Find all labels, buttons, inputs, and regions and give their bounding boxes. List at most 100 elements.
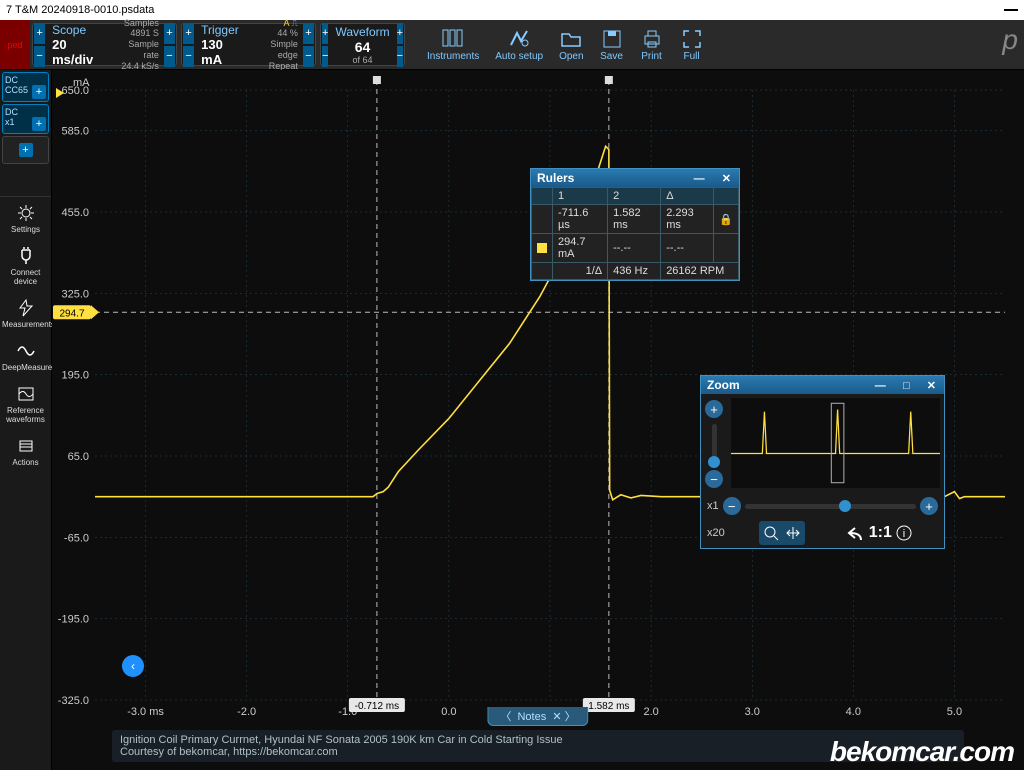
ruler-rpm: 26162 RPM bbox=[661, 263, 739, 280]
stopped-indicator[interactable]: ped bbox=[0, 20, 30, 69]
wf-up2[interactable]: + bbox=[397, 23, 403, 44]
svg-text:3.0: 3.0 bbox=[745, 706, 760, 718]
zoom-y-plus[interactable]: + bbox=[705, 400, 723, 418]
svg-text:2.0: 2.0 bbox=[643, 706, 658, 718]
svg-text:294.7: 294.7 bbox=[59, 308, 84, 319]
scope-up[interactable]: + bbox=[34, 23, 45, 44]
auto-setup-icon bbox=[507, 27, 531, 49]
svg-text:65.0: 65.0 bbox=[68, 451, 89, 463]
zoom-controls[interactable]: — □ ✕ bbox=[875, 379, 938, 392]
open-button[interactable]: Open bbox=[559, 27, 583, 62]
minimize-icon[interactable] bbox=[1004, 9, 1018, 11]
save-icon bbox=[600, 27, 624, 49]
zoom-y-minus[interactable]: − bbox=[705, 470, 723, 488]
zoom-x-plus[interactable]: + bbox=[920, 497, 938, 515]
svg-text:5.0: 5.0 bbox=[947, 706, 962, 718]
waveform-value: 64 bbox=[335, 39, 389, 55]
svg-text:-0.712 ms: -0.712 ms bbox=[355, 701, 399, 712]
zoom-select-icon[interactable] bbox=[763, 525, 779, 541]
trigger-value: 130 mA bbox=[201, 37, 245, 67]
zoom-y-slider[interactable] bbox=[708, 456, 720, 468]
rulers-title: Rulers bbox=[537, 171, 574, 185]
info-icon[interactable]: i bbox=[896, 525, 912, 541]
zoom-ratio[interactable]: 1:1 bbox=[869, 524, 892, 542]
add-channel[interactable]: + bbox=[2, 136, 49, 164]
save-button[interactable]: Save bbox=[600, 27, 624, 62]
ruler-td: 2.293 ms bbox=[661, 205, 714, 234]
svg-text:-65.0: -65.0 bbox=[64, 532, 89, 544]
trig-down[interactable]: − bbox=[183, 46, 194, 67]
connect-button[interactable]: Connect device bbox=[0, 240, 51, 292]
scope-value: 20 ms/div bbox=[52, 37, 107, 67]
channel-1[interactable]: DCx1+ bbox=[2, 104, 49, 134]
deepmeasure-icon bbox=[16, 341, 36, 361]
watermark: bekomcar.com bbox=[830, 736, 1014, 768]
ruler-freq: 436 Hz bbox=[608, 263, 661, 280]
zoom-x-slider[interactable] bbox=[839, 500, 851, 512]
actions-button[interactable]: Actions bbox=[0, 430, 51, 473]
undo-icon[interactable] bbox=[847, 526, 865, 540]
svg-text:0.0: 0.0 bbox=[441, 706, 456, 718]
zoom-overview[interactable] bbox=[731, 398, 940, 488]
trigger-block: +− Trigger 130 mA A ⎍ 44 % Simple edge R… bbox=[181, 23, 316, 66]
scope-down[interactable]: − bbox=[34, 46, 45, 67]
measurements-button[interactable]: Measurements bbox=[0, 292, 51, 335]
waveform-title: Waveform bbox=[335, 25, 389, 39]
connect-icon bbox=[16, 246, 36, 266]
pan-icon[interactable] bbox=[785, 525, 801, 541]
ruler-a1: 294.7 mA bbox=[553, 234, 608, 263]
zoom-x1-label: x1 bbox=[707, 500, 719, 512]
scope-up2[interactable]: + bbox=[164, 23, 175, 44]
ruler-ad: --.-- bbox=[661, 234, 714, 263]
zoom-x20-label: x20 bbox=[707, 527, 725, 539]
print-icon bbox=[640, 27, 664, 49]
reference-button[interactable]: Reference waveforms bbox=[0, 378, 51, 430]
deepmeasure-button[interactable]: DeepMeasure bbox=[0, 335, 51, 378]
ruler-t1: -711.6 µs bbox=[553, 205, 608, 234]
full-button[interactable]: Full bbox=[680, 27, 704, 62]
trigger-pct: 44 % bbox=[251, 28, 298, 39]
brand-logo: p bbox=[1002, 24, 1018, 56]
instruments-icon bbox=[441, 27, 465, 49]
svg-text:-2.0: -2.0 bbox=[237, 706, 256, 718]
scope-down2[interactable]: − bbox=[164, 46, 175, 67]
ruler-freq-lbl: 1/Δ bbox=[553, 263, 608, 280]
rulers-hdr-2: 2 bbox=[608, 188, 661, 205]
actions-icon bbox=[16, 436, 36, 456]
settings-icon bbox=[16, 203, 36, 223]
nav-left-button[interactable]: ‹ bbox=[122, 655, 144, 677]
notes-tab[interactable]: 〈 Notes ✕ 〉 bbox=[487, 707, 588, 726]
rate-label: Sample rate bbox=[114, 39, 159, 61]
trig-down2[interactable]: − bbox=[303, 46, 314, 67]
wf-down2[interactable]: − bbox=[397, 46, 403, 67]
auto-setup-button[interactable]: Auto setup bbox=[495, 27, 543, 62]
rulers-controls[interactable]: — ✕ bbox=[694, 172, 733, 185]
tool-buttons: Instruments Auto setup Open Save Print Full bbox=[427, 20, 704, 69]
scope-title: Scope bbox=[52, 23, 107, 37]
measurements-icon bbox=[16, 298, 36, 318]
wf-down[interactable]: − bbox=[322, 46, 328, 67]
zoom-panel[interactable]: Zoom— □ ✕ + − x1 − + x20 bbox=[700, 375, 945, 549]
chart-area: 650.0585.0455.0325.0195.065.0-65.0-195.0… bbox=[52, 70, 1024, 770]
scope-block: +− Scope 20 ms/div Samples 4891 S Sample… bbox=[32, 23, 177, 66]
waveform-of: of 64 bbox=[335, 55, 389, 65]
window-title: 7 T&M 20240918-0010.psdata bbox=[6, 4, 154, 16]
lock-icon[interactable]: 🔒 bbox=[714, 205, 739, 234]
svg-text:i: i bbox=[903, 528, 905, 540]
svg-text:195.0: 195.0 bbox=[61, 370, 89, 382]
zoom-x-minus[interactable]: − bbox=[723, 497, 741, 515]
settings-button[interactable]: Settings bbox=[0, 197, 51, 240]
trig-up2[interactable]: + bbox=[303, 23, 314, 44]
trig-up[interactable]: + bbox=[183, 23, 194, 44]
ruler-t2: 1.582 ms bbox=[608, 205, 661, 234]
reference-icon bbox=[16, 384, 36, 404]
rulers-hdr-d: Δ bbox=[661, 188, 714, 205]
instruments-button[interactable]: Instruments bbox=[427, 27, 479, 62]
svg-text:-325.0: -325.0 bbox=[58, 695, 89, 707]
svg-text:-3.0 ms: -3.0 ms bbox=[127, 706, 164, 718]
channel-0[interactable]: DCCC65+ bbox=[2, 72, 49, 102]
wf-up[interactable]: + bbox=[322, 23, 328, 44]
rulers-panel[interactable]: Rulers — ✕ 12Δ -711.6 µs1.582 ms2.293 ms🔒… bbox=[530, 168, 740, 281]
rulers-hdr-1: 1 bbox=[553, 188, 608, 205]
print-button[interactable]: Print bbox=[640, 27, 664, 62]
